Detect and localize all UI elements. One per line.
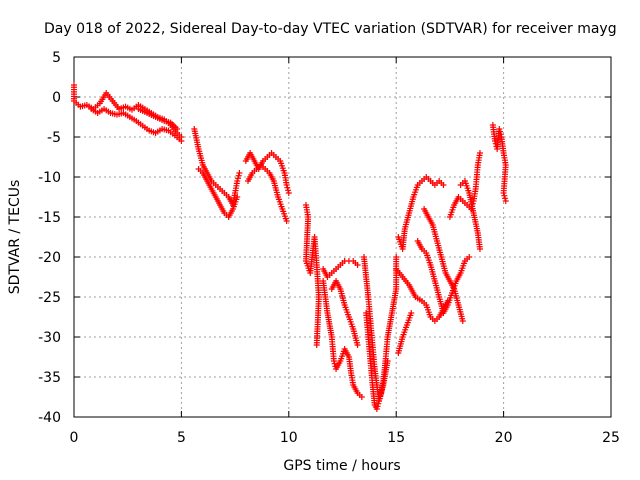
- series-track-a: [71, 82, 185, 140]
- data-point: [285, 190, 292, 196]
- data-point: [440, 182, 447, 188]
- y-tick-label: -40: [38, 410, 61, 426]
- series-track-e: [195, 166, 241, 220]
- data-point: [330, 358, 337, 364]
- y-tick-label: -35: [38, 370, 61, 386]
- grid-lines: [74, 57, 611, 417]
- data-point: [283, 218, 290, 224]
- data-point: [354, 262, 361, 268]
- data-point-sample: [285, 187, 292, 194]
- data-point-sample: [502, 195, 509, 202]
- x-tick-label: 0: [70, 430, 79, 446]
- series-track-o: [395, 174, 447, 252]
- data-point-sample: [497, 131, 504, 138]
- x-tick-label: 15: [387, 430, 405, 446]
- data-point: [178, 138, 185, 144]
- data-point: [373, 406, 380, 412]
- y-tick-labels: 5 0 -5 -10 -15 -20 -25 -30 -35 -40: [38, 50, 61, 426]
- data-point: [502, 198, 509, 204]
- data-point: [234, 194, 241, 200]
- series-track-k: [328, 278, 361, 348]
- data-point: [466, 254, 473, 260]
- series-track-b: [88, 106, 185, 144]
- data-point: [283, 182, 290, 188]
- data-point: [459, 318, 466, 324]
- y-tick-label: -20: [38, 250, 61, 266]
- x-tick-label: 5: [177, 430, 186, 446]
- x-tick-label: 20: [495, 430, 513, 446]
- series-track-h: [302, 202, 322, 348]
- data-point-sample: [284, 184, 291, 191]
- x-axis-label: GPS time / hours: [283, 458, 400, 474]
- series-track-t: [457, 178, 483, 252]
- data-point: [358, 394, 365, 400]
- y-tick-label: -25: [38, 290, 61, 306]
- data-point: [236, 170, 243, 176]
- series-track-m: [363, 310, 391, 412]
- series-track-g: [244, 162, 290, 224]
- data-point-sample: [235, 172, 242, 179]
- y-tick-label: 0: [52, 90, 61, 106]
- data-point: [234, 178, 241, 184]
- data-point-sample: [501, 192, 508, 199]
- data-point-sample: [234, 175, 241, 182]
- y-tick-label: -5: [47, 130, 61, 146]
- series-track-n: [395, 310, 415, 356]
- series-track-j: [320, 278, 365, 400]
- plot-frame: [73, 56, 612, 418]
- data-point-sample: [331, 360, 338, 367]
- y-tick-label: 5: [52, 50, 61, 66]
- y-tick-label: -10: [38, 170, 61, 186]
- data-points: [71, 82, 509, 412]
- data-point: [384, 358, 391, 364]
- x-tick-label: 25: [602, 430, 620, 446]
- y-tick-label: -15: [38, 210, 61, 226]
- series-track-p: [393, 266, 451, 324]
- data-point: [313, 342, 320, 348]
- data-point: [476, 246, 483, 252]
- data-point: [408, 310, 415, 316]
- series-track-c: [135, 106, 181, 132]
- chart-title: Day 018 of 2022, Sidereal Day-to-day VTE…: [44, 21, 617, 37]
- x-tick-label: 10: [280, 430, 298, 446]
- data-point-sample: [375, 400, 382, 407]
- series-track-d: [191, 126, 243, 208]
- y-axis-label: SDTVAR / TECUs: [7, 180, 23, 295]
- series-track-l: [360, 254, 400, 404]
- data-point: [393, 254, 400, 260]
- data-point: [492, 138, 499, 144]
- axis-ticks: [73, 56, 612, 418]
- data-point: [476, 150, 483, 156]
- data-point: [354, 342, 361, 348]
- series-track-i: [320, 258, 361, 280]
- data-point-sample: [374, 403, 381, 410]
- series-track-q: [414, 238, 473, 316]
- series-track-u: [489, 122, 509, 204]
- y-tick-label: -30: [38, 330, 61, 346]
- series-track-r: [421, 206, 466, 324]
- data-point: [496, 126, 503, 132]
- data-point: [174, 126, 181, 132]
- x-tick-labels: 0 5 10 15 20 25: [70, 430, 620, 446]
- series-track-s: [446, 150, 483, 220]
- data-point: [500, 190, 507, 196]
- data-point-sample: [497, 128, 504, 135]
